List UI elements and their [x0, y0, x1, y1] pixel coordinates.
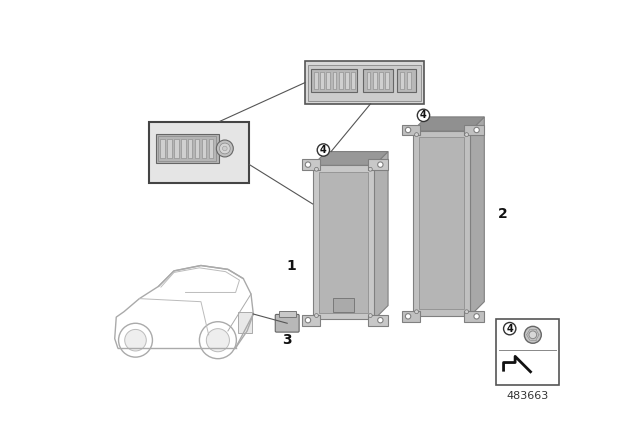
- Text: 4: 4: [506, 323, 513, 334]
- Bar: [397, 69, 416, 92]
- Bar: [367, 72, 371, 89]
- Circle shape: [200, 322, 236, 359]
- Bar: [156, 134, 219, 163]
- Polygon shape: [374, 151, 388, 319]
- Circle shape: [415, 133, 419, 137]
- Text: 1: 1: [286, 258, 296, 272]
- Circle shape: [314, 168, 318, 171]
- Circle shape: [118, 323, 152, 357]
- Bar: [345, 72, 349, 89]
- Bar: [167, 139, 172, 158]
- Circle shape: [317, 144, 330, 156]
- Circle shape: [405, 314, 411, 319]
- Circle shape: [405, 127, 411, 133]
- Bar: [238, 312, 252, 333]
- Bar: [209, 139, 213, 158]
- Circle shape: [474, 127, 479, 133]
- Bar: [364, 69, 393, 92]
- Bar: [385, 72, 389, 89]
- Circle shape: [314, 314, 318, 318]
- Polygon shape: [402, 125, 420, 135]
- Bar: [413, 131, 470, 315]
- Bar: [195, 139, 200, 158]
- Circle shape: [417, 109, 429, 121]
- Polygon shape: [464, 311, 484, 322]
- Circle shape: [216, 140, 234, 157]
- Circle shape: [529, 331, 537, 339]
- Circle shape: [220, 143, 230, 154]
- Text: 3: 3: [282, 333, 292, 347]
- Bar: [314, 72, 318, 89]
- Polygon shape: [464, 125, 484, 135]
- Polygon shape: [368, 159, 388, 170]
- Bar: [160, 139, 164, 158]
- Bar: [202, 139, 206, 158]
- Bar: [326, 72, 330, 89]
- Polygon shape: [312, 151, 388, 165]
- Circle shape: [378, 318, 383, 323]
- Circle shape: [206, 329, 230, 352]
- Circle shape: [378, 162, 383, 168]
- Bar: [372, 72, 376, 89]
- Polygon shape: [413, 117, 484, 131]
- Circle shape: [369, 168, 372, 171]
- Bar: [308, 65, 421, 101]
- Polygon shape: [302, 159, 320, 170]
- Circle shape: [223, 146, 227, 151]
- Circle shape: [305, 318, 310, 323]
- Circle shape: [415, 310, 419, 314]
- Polygon shape: [368, 315, 388, 326]
- Text: 4: 4: [320, 145, 327, 155]
- Bar: [312, 165, 374, 319]
- Circle shape: [369, 314, 372, 318]
- Polygon shape: [470, 117, 484, 315]
- Circle shape: [305, 162, 310, 168]
- Bar: [333, 72, 337, 89]
- Bar: [419, 137, 464, 310]
- Bar: [158, 136, 216, 161]
- Text: 483663: 483663: [506, 391, 548, 401]
- Bar: [319, 172, 368, 313]
- Bar: [149, 121, 250, 183]
- Circle shape: [504, 323, 516, 335]
- Bar: [339, 72, 342, 89]
- FancyBboxPatch shape: [275, 314, 299, 332]
- Text: 4: 4: [420, 110, 427, 121]
- Bar: [311, 69, 357, 92]
- Bar: [279, 311, 296, 317]
- Circle shape: [524, 326, 541, 343]
- Bar: [188, 139, 193, 158]
- Bar: [496, 319, 559, 385]
- Circle shape: [465, 133, 468, 137]
- Circle shape: [474, 314, 479, 319]
- Bar: [406, 72, 411, 89]
- Bar: [351, 72, 355, 89]
- Bar: [399, 72, 404, 89]
- Bar: [333, 298, 354, 312]
- Bar: [379, 72, 383, 89]
- Bar: [320, 72, 324, 89]
- Bar: [181, 139, 186, 158]
- Bar: [174, 139, 179, 158]
- Bar: [305, 61, 424, 104]
- Polygon shape: [402, 311, 420, 322]
- Circle shape: [125, 329, 147, 351]
- Text: 2: 2: [498, 207, 508, 221]
- Circle shape: [465, 310, 468, 314]
- Polygon shape: [302, 315, 320, 326]
